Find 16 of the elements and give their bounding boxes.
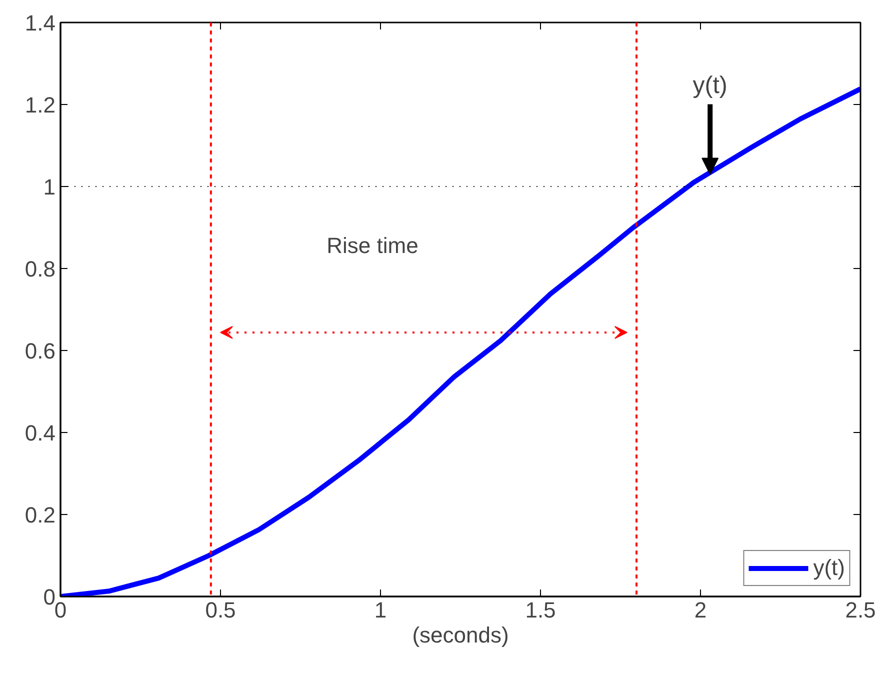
x-tick-label: 1	[374, 598, 387, 622]
y-tick-label: 0.8	[24, 256, 56, 282]
annotation: y(t)	[692, 72, 728, 100]
y-tick-label: 1.4	[24, 10, 56, 36]
legend-label: y(t)	[813, 555, 845, 581]
y-tick-label: 1.2	[24, 92, 56, 118]
y-tick-label: 0.2	[24, 502, 56, 528]
x-tick-label: 2.5	[845, 598, 876, 622]
y-tick-label: 0.4	[24, 420, 56, 446]
annotation: Rise time	[326, 232, 418, 258]
x-axis-title: (seconds)	[412, 622, 509, 648]
y-tick-label: 1	[43, 174, 56, 200]
y-tick-label: 0.6	[24, 338, 56, 364]
x-tick-label: 2	[694, 598, 707, 622]
x-tick-label: 0.5	[205, 598, 236, 622]
x-tick-label: 1.5	[525, 598, 556, 622]
